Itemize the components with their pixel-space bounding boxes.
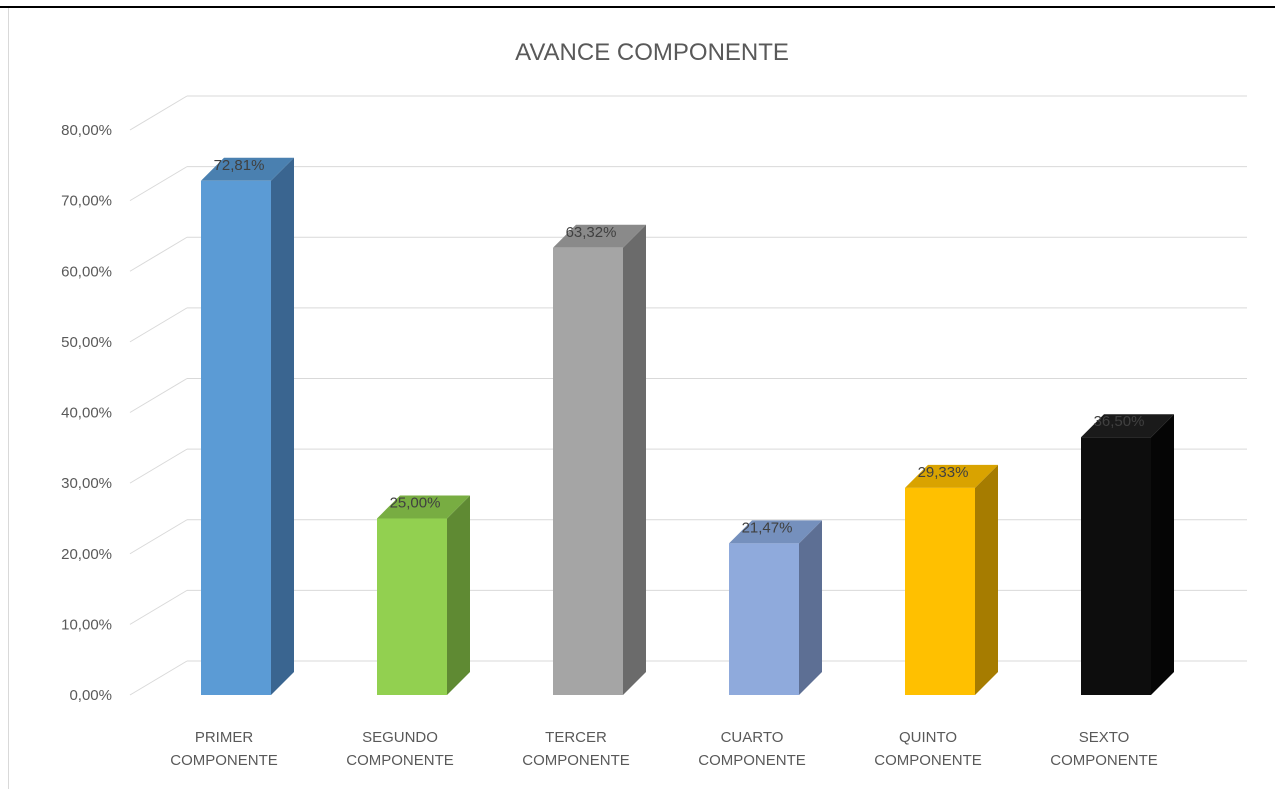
bar-front-face bbox=[377, 518, 447, 695]
bar-top-face bbox=[729, 520, 822, 544]
category-label: PRIMER COMPONENTE bbox=[170, 729, 278, 769]
data-label: 25,00% bbox=[390, 494, 441, 511]
gridline-diagonal bbox=[129, 519, 188, 555]
category-label: QUINTO COMPONENTE bbox=[874, 729, 982, 769]
bar-side-face bbox=[447, 495, 470, 695]
bar-side-face bbox=[1151, 414, 1174, 695]
bar bbox=[729, 520, 822, 695]
data-label: 21,47% bbox=[742, 519, 793, 536]
gridline-diagonal bbox=[129, 589, 188, 625]
y-tick-label: 30,00% bbox=[61, 475, 112, 492]
gridline-diagonal bbox=[129, 448, 188, 484]
bar bbox=[377, 495, 470, 695]
gridline-diagonal bbox=[129, 95, 188, 131]
bar bbox=[201, 157, 294, 696]
bar bbox=[553, 224, 646, 696]
y-tick-label: 40,00% bbox=[61, 405, 112, 422]
gridline-diagonal bbox=[129, 307, 188, 343]
bar-side-face bbox=[623, 224, 646, 696]
bar bbox=[1081, 414, 1174, 695]
bars bbox=[201, 157, 1174, 696]
category-label: SEXTO COMPONENTE bbox=[1050, 729, 1158, 769]
bar-side-face bbox=[271, 157, 294, 696]
bar bbox=[905, 464, 998, 695]
data-label: 63,32% bbox=[566, 224, 617, 241]
bar-front-face bbox=[553, 247, 623, 696]
bar-side-face bbox=[799, 520, 822, 695]
bar-top-face bbox=[905, 464, 998, 488]
gridline-diagonal bbox=[129, 378, 188, 413]
bar-front-face bbox=[201, 180, 271, 696]
category-label: CUARTO COMPONENTE bbox=[698, 729, 806, 769]
y-tick-label: 50,00% bbox=[61, 334, 112, 351]
gridlines bbox=[129, 95, 1247, 696]
data-labels: 72,81% 25,00% 63,32% 21,47% 29,33% 36,50% bbox=[214, 157, 1145, 537]
category-label: TERCER COMPONENTE bbox=[522, 729, 630, 769]
y-tick-label: 10,00% bbox=[61, 616, 112, 633]
bar-front-face bbox=[1081, 437, 1151, 695]
data-label: 36,50% bbox=[1094, 413, 1145, 430]
bar-side-face bbox=[975, 464, 998, 695]
y-tick-label: 70,00% bbox=[61, 193, 112, 210]
bar-front-face bbox=[729, 543, 799, 695]
left-border bbox=[8, 8, 9, 789]
bar-top-face bbox=[201, 157, 294, 181]
bar-front-face bbox=[905, 487, 975, 695]
gridline-diagonal bbox=[129, 236, 188, 272]
y-tick-label: 60,00% bbox=[61, 263, 112, 280]
bar-top-face bbox=[377, 495, 470, 519]
data-label: 29,33% bbox=[918, 464, 969, 481]
data-label: 72,81% bbox=[214, 157, 265, 174]
y-tick-label: 0,00% bbox=[69, 687, 112, 704]
y-tick-label: 20,00% bbox=[61, 546, 112, 563]
y-axis-ticks: 0,00% 10,00% 20,00% 30,00% 40,00% 50,00% 60,00… bbox=[61, 122, 112, 704]
y-tick-label: 80,00% bbox=[61, 122, 112, 139]
gridline-diagonal bbox=[129, 166, 188, 202]
bar-top-face bbox=[1081, 414, 1174, 438]
bar-top-face bbox=[553, 224, 646, 248]
gridline-diagonal bbox=[129, 660, 188, 696]
top-border bbox=[0, 6, 1275, 8]
x-axis-categories: PRIMER COMPONENTE SEGUNDO COMPONENTE TERCER C… bbox=[170, 729, 1158, 769]
category-label: SEGUNDO COMPONENTE bbox=[346, 729, 454, 769]
chart-title: AVANCE COMPONENTE bbox=[515, 39, 789, 66]
